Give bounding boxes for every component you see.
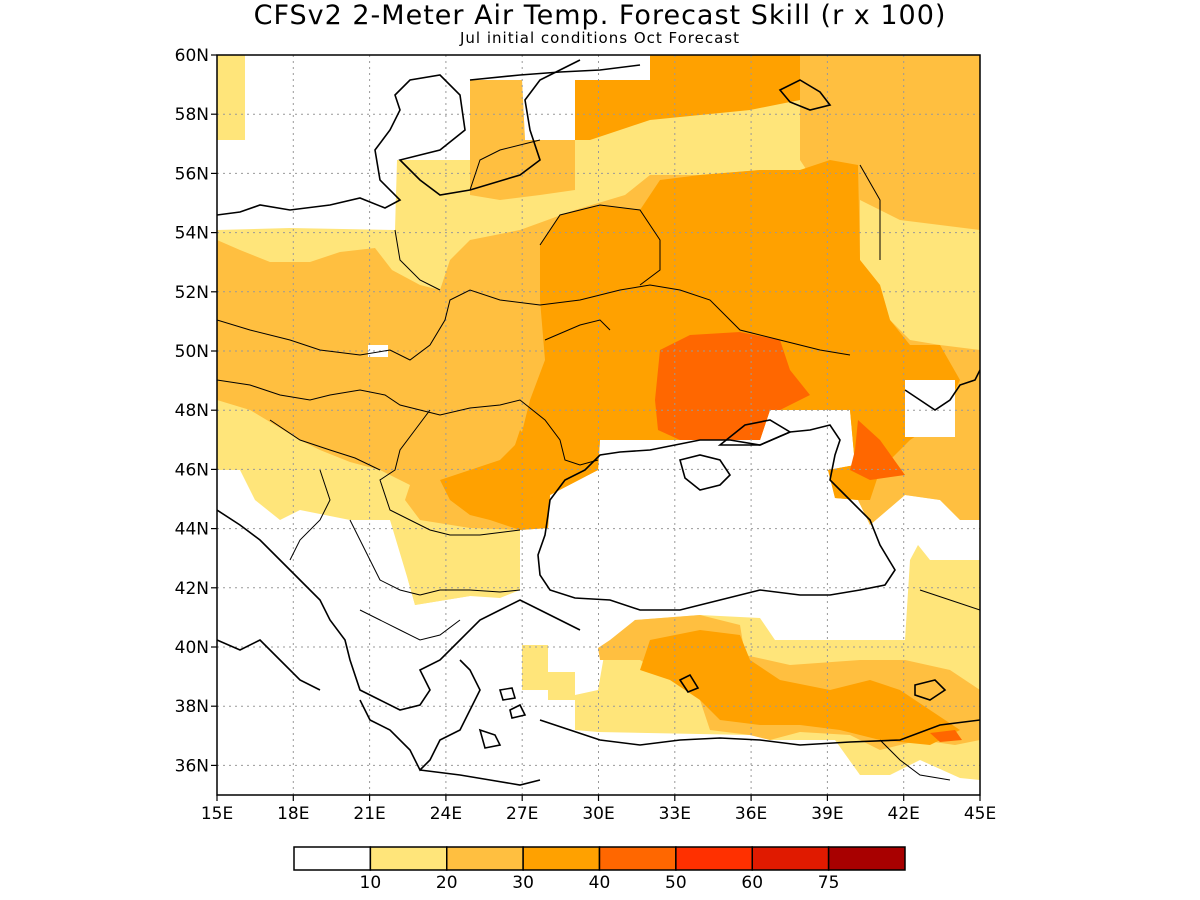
lon-tick-label: 39E xyxy=(811,804,843,824)
lat-tick-label: 54N xyxy=(175,224,209,244)
colorbar-swatch xyxy=(522,846,601,871)
greece-coast xyxy=(359,659,481,772)
lon-tick-label: 30E xyxy=(582,804,614,824)
lon-tick-label: 15E xyxy=(201,804,233,824)
lon-tick-label: 18E xyxy=(277,804,309,824)
lat-tick-label: 50N xyxy=(175,342,209,362)
field-30-40-north xyxy=(575,55,800,140)
colorbar-label: 75 xyxy=(818,873,840,893)
gulf-coast xyxy=(469,64,641,81)
colorbar-swatch xyxy=(598,846,677,871)
skill-fields xyxy=(217,55,980,780)
lon-tick-label: 42E xyxy=(888,804,920,824)
colorbar-swatch xyxy=(751,846,830,871)
baltic-coast xyxy=(217,59,581,216)
colorbar-label: 20 xyxy=(436,873,458,893)
lon-tick-label: 36E xyxy=(735,804,767,824)
lat-tick-label: 38N xyxy=(175,697,209,717)
turkey-south-coast xyxy=(539,719,980,746)
lon-tick-label: 24E xyxy=(430,804,462,824)
map-title: CFSv2 2-Meter Air Temp. Forecast Skill (… xyxy=(253,0,947,31)
lat-tick-label: 56N xyxy=(175,164,209,184)
lat-tick-label: 36N xyxy=(175,756,209,776)
colorbar: 10 20 30 40 50 60 75 xyxy=(293,846,906,893)
field-40-50 xyxy=(655,332,810,440)
field-40-50-east xyxy=(850,420,905,480)
aegean-islands xyxy=(419,687,541,786)
lat-tick-label: 42N xyxy=(175,579,209,599)
field-10-20-balkans xyxy=(390,520,520,605)
colorbar-label: 10 xyxy=(360,873,382,893)
azov-coast xyxy=(717,419,792,446)
colorbar-swatch xyxy=(293,846,372,871)
colorbar-label: 60 xyxy=(741,873,763,893)
crimea-coast xyxy=(679,454,732,491)
lat-tick-label: 48N xyxy=(175,401,209,421)
field-40-50-se xyxy=(930,730,962,742)
lake-tuz xyxy=(678,673,700,693)
lat-tick-label: 46N xyxy=(175,460,209,480)
colorbar-label: 30 xyxy=(512,873,534,893)
colorbar-swatch xyxy=(369,846,448,871)
lat-tick-label: 44N xyxy=(175,520,209,540)
colorbar-label: 40 xyxy=(589,873,611,893)
lon-tick-label: 33E xyxy=(659,804,691,824)
lat-tick-label: 58N xyxy=(175,105,209,125)
adriatic-coast xyxy=(217,509,581,711)
field-30-40-turkey xyxy=(640,630,960,745)
italy-coast xyxy=(217,639,321,691)
field-10-20-nw xyxy=(217,55,245,140)
lat-tick-label: 60N xyxy=(175,46,209,66)
caspian-coast xyxy=(904,369,980,411)
grid-lines xyxy=(217,55,980,795)
map-subtitle: Jul initial conditions Oct Forecast xyxy=(460,29,740,47)
lat-tick-label: 52N xyxy=(175,283,209,303)
lon-tick-label: 21E xyxy=(353,804,385,824)
black-sea-coast xyxy=(537,424,896,611)
lon-tick-label: 27E xyxy=(506,804,538,824)
borders xyxy=(217,139,980,781)
field-30-40-sub xyxy=(510,430,548,500)
colorbar-swatch xyxy=(446,846,524,871)
data-gap-1 xyxy=(905,380,955,437)
lat-tick-label: 40N xyxy=(175,638,209,658)
colorbar-swatch xyxy=(827,846,906,871)
colorbar-swatch xyxy=(675,846,753,871)
data-gap-2 xyxy=(368,345,388,357)
colorbar-label: 50 xyxy=(665,873,687,893)
lake-van xyxy=(914,679,947,701)
lon-tick-label: 45E xyxy=(964,804,996,824)
axes: 36N 38N 40N 42N 44N 46N 48N 50N 52N 54N 56N 58N 60N 1… xyxy=(175,46,997,824)
coastlines xyxy=(217,59,980,786)
ladoga-coast xyxy=(778,79,832,111)
